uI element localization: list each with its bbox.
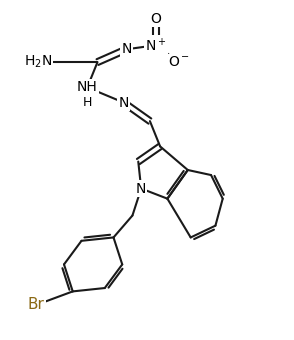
Text: N: N: [136, 182, 146, 195]
Text: H: H: [83, 96, 92, 109]
Text: N: N: [121, 42, 132, 56]
Text: N$^+$: N$^+$: [145, 37, 166, 54]
Text: O$^-$: O$^-$: [168, 55, 190, 69]
Text: N: N: [118, 96, 129, 109]
Text: O: O: [150, 12, 161, 26]
Text: Br: Br: [28, 298, 45, 312]
Text: NH: NH: [77, 80, 98, 95]
Text: H$_2$N: H$_2$N: [24, 54, 52, 70]
